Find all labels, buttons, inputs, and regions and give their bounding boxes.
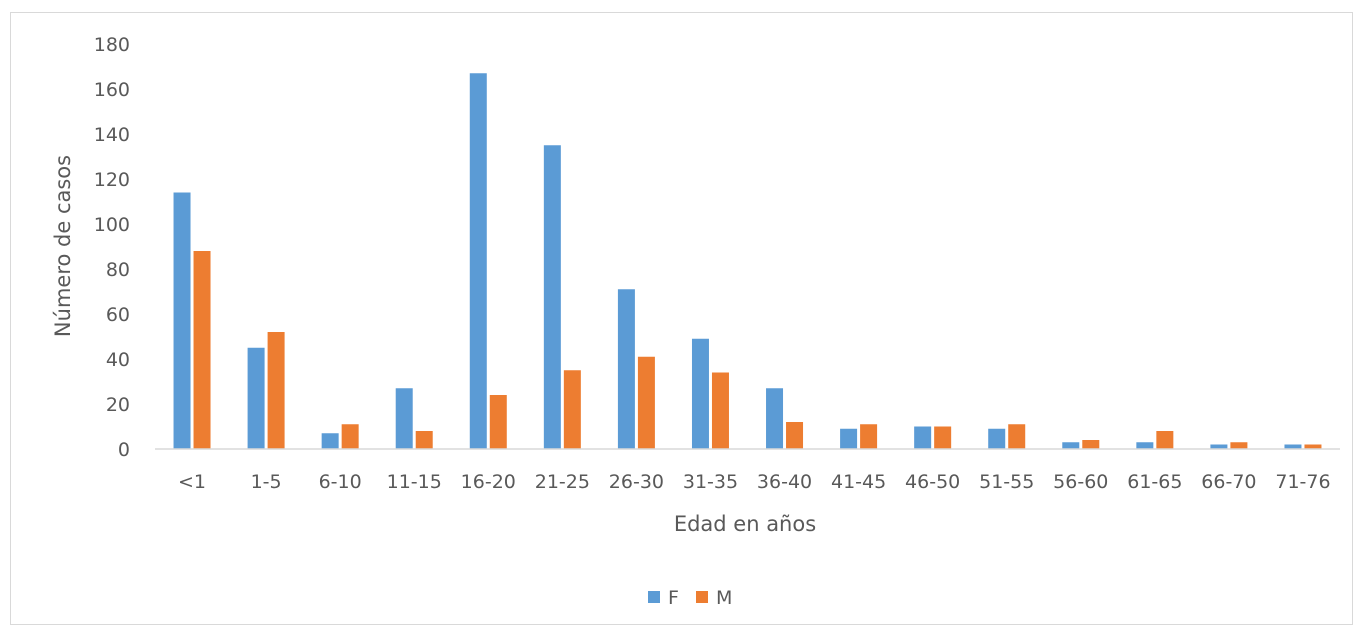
bar-F <box>840 428 858 449</box>
y-tick-label: 100 <box>94 214 130 236</box>
bar-F <box>1210 444 1228 449</box>
bar-F <box>173 192 191 449</box>
bar-M <box>1230 442 1248 449</box>
legend-swatch-M <box>696 591 708 603</box>
legend-label-F: F <box>668 587 679 609</box>
bar-F <box>988 428 1006 449</box>
bar-F <box>469 73 487 449</box>
y-tick-label: 60 <box>106 304 130 326</box>
bar-F <box>617 289 635 449</box>
bar-F <box>691 338 709 449</box>
x-tick-label: 11-15 <box>387 471 442 493</box>
y-axis-title: Número de casos <box>51 155 75 337</box>
bar-M <box>341 424 359 449</box>
bar-M <box>1008 424 1026 449</box>
y-tick-label: 20 <box>106 394 130 416</box>
bar-F <box>1284 444 1302 449</box>
bar-F <box>914 426 932 449</box>
bar-F <box>247 347 265 449</box>
bar-F <box>395 388 413 449</box>
x-axis-title: Edad en años <box>674 512 816 536</box>
bar-M <box>1082 440 1100 449</box>
y-tick-label: 160 <box>94 79 130 101</box>
legend-swatch-F <box>648 591 660 603</box>
bar-M <box>1156 431 1174 449</box>
bar-F <box>766 388 784 449</box>
bar-M <box>934 426 952 449</box>
x-tick-label: 31-35 <box>683 471 738 493</box>
y-tick-label: 180 <box>94 34 130 56</box>
x-tick-label: 6-10 <box>319 471 362 493</box>
bar-F <box>543 145 561 449</box>
bar-M <box>267 332 285 449</box>
x-tick-label: 66-70 <box>1201 471 1256 493</box>
x-tick-label: 16-20 <box>461 471 516 493</box>
x-axis-ticks: <1 1-5 6-10 11-15 16-20 21-25 26-30 31-35 36-40 4… <box>178 471 1331 493</box>
bars <box>173 73 1322 449</box>
legend-label-M: M <box>716 587 732 609</box>
bar-M <box>193 251 211 449</box>
x-tick-label: 1-5 <box>251 471 282 493</box>
x-tick-label: 36-40 <box>757 471 812 493</box>
y-tick-label: 40 <box>106 349 130 371</box>
x-tick-label: 51-55 <box>979 471 1034 493</box>
x-tick-label: 21-25 <box>535 471 590 493</box>
y-axis-ticks: 0 20 40 60 80 100 120 140 160 180 <box>94 34 130 461</box>
x-tick-label: 26-30 <box>609 471 664 493</box>
x-tick-label: 56-60 <box>1053 471 1108 493</box>
bar-F <box>1062 442 1080 449</box>
y-tick-label: 80 <box>106 259 130 281</box>
bar-M <box>637 356 655 449</box>
bar-F <box>321 433 339 449</box>
x-tick-label: 71-76 <box>1275 471 1330 493</box>
x-tick-label: 46-50 <box>905 471 960 493</box>
bar-M <box>860 424 878 449</box>
x-tick-label: 41-45 <box>831 471 886 493</box>
bar-M <box>786 422 804 449</box>
chart-frame <box>10 12 1353 625</box>
x-tick-label: 61-65 <box>1127 471 1182 493</box>
y-tick-label: 0 <box>118 439 130 461</box>
bar-F <box>1136 442 1154 449</box>
bar-M <box>711 372 729 449</box>
y-tick-label: 120 <box>94 169 130 191</box>
bar-M <box>415 431 433 449</box>
bar-M <box>563 370 581 449</box>
bar-M <box>489 395 507 449</box>
bar-M <box>1304 444 1322 449</box>
x-tick-label: <1 <box>178 471 206 493</box>
y-tick-label: 140 <box>94 124 130 146</box>
